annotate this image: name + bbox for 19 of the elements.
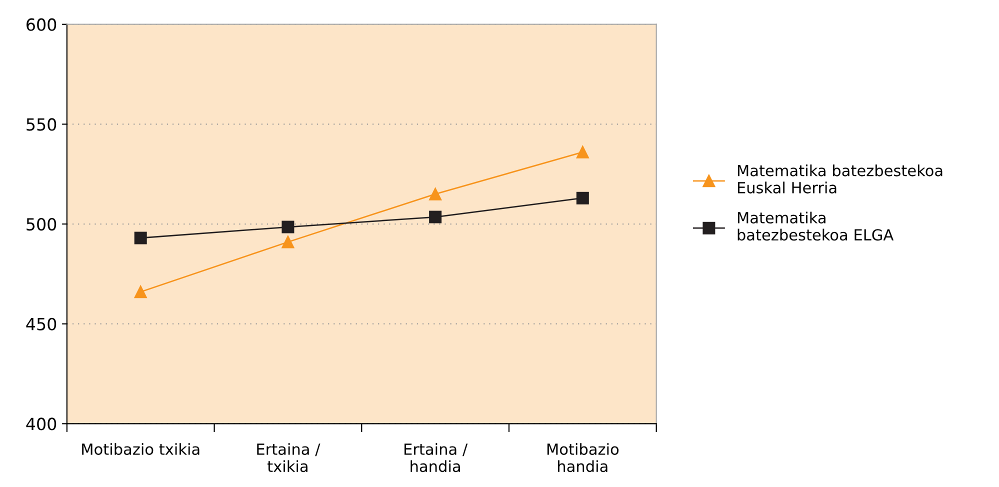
y-tick-label: 600 [26, 18, 56, 31]
x-tick-label: Ertaina / handia [404, 443, 468, 472]
point [429, 188, 442, 200]
y-tick-label: 500 [26, 218, 56, 231]
point [576, 192, 589, 204]
point [134, 286, 147, 298]
point [576, 146, 589, 158]
legend-label: Matematika batezbestekoa Euskal Herria [738, 164, 942, 194]
x-tick-label: Motibazio handia [547, 443, 619, 472]
point [282, 220, 294, 234]
y-tick-label: 400 [26, 418, 56, 430]
x-tick-label: Ertaina / txikia [257, 443, 320, 472]
point [429, 210, 442, 224]
point [282, 236, 294, 248]
point [134, 232, 147, 244]
legend-label: Matematika batezbestekoa ELGA [738, 212, 894, 241]
y-tick-label: 450 [26, 318, 56, 330]
x-tick-label: Motibazio txikia [82, 443, 200, 455]
y-tick-label: 550 [26, 118, 56, 131]
